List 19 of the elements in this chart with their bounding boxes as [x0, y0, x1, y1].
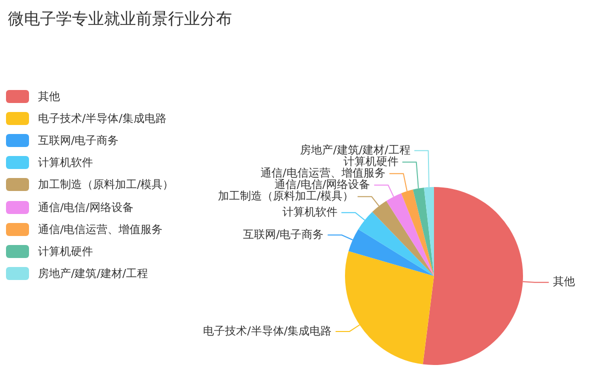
legend-label: 房地产/建筑/建材/工程 [38, 266, 148, 282]
slice-label: 互联网/电子商务 [242, 228, 324, 241]
legend-label: 计算机软件 [38, 155, 93, 170]
chart-title: 微电子学专业就业前景行业分布 [8, 9, 232, 30]
slice-label: 其他 [552, 275, 575, 288]
slice-label: 通信/电信运营、增值服务 [260, 166, 386, 180]
legend-label: 通信/电信/网络设备 [38, 200, 134, 215]
legend-label: 互联网/电子商务 [38, 132, 119, 148]
legend-label: 通信/电信运营、增值服务 [38, 222, 163, 237]
slice-label: 计算机软件 [282, 205, 338, 218]
legend-label: 其他 [38, 88, 60, 104]
slice-label: 计算机硬件 [343, 154, 398, 168]
slice-label: 电子技术/半导体/集成电路 [203, 324, 332, 338]
slice-label: 加工制造（原料加工/模具） [218, 189, 354, 202]
legend-label: 加工制造（原料加工/模具） [38, 177, 174, 192]
legend-label: 计算机硬件 [38, 244, 93, 259]
slice-label: 通信/电信/网络设备 [274, 178, 370, 191]
legend-label: 电子技术/半导体/集成电路 [38, 110, 166, 126]
slice-label: 房地产/建筑/建材/工程 [300, 143, 410, 156]
